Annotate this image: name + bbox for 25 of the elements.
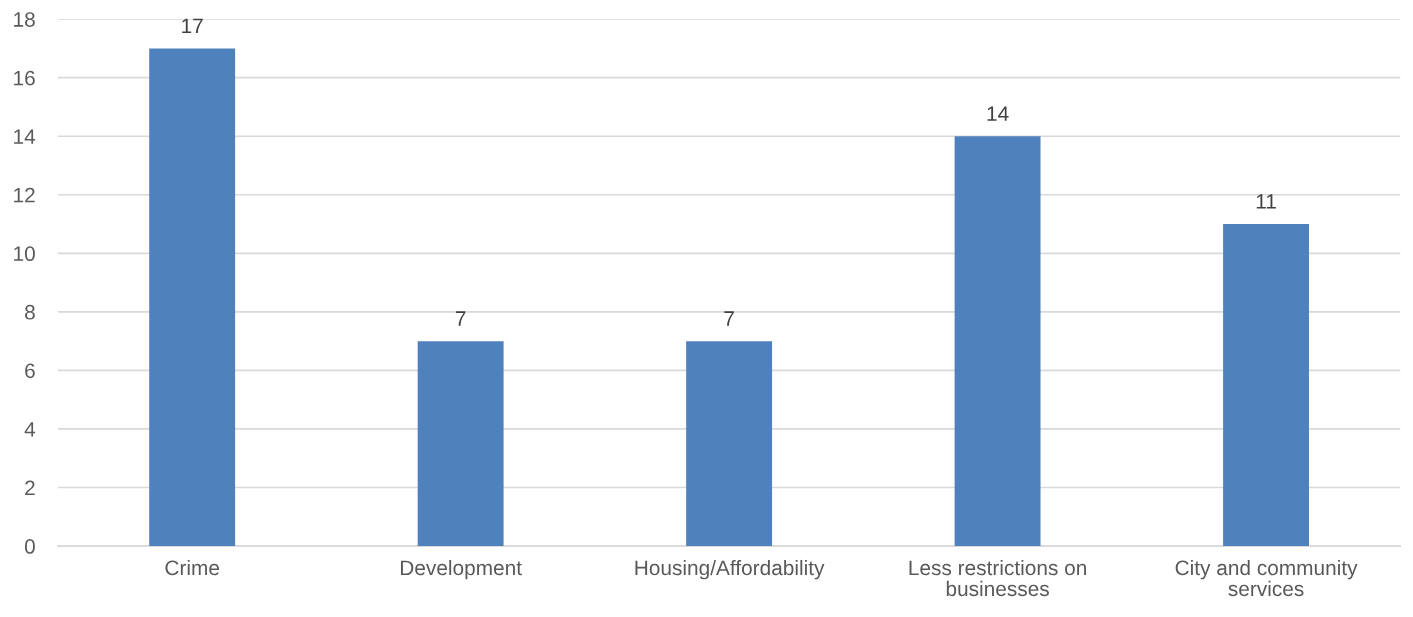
- bar: [686, 341, 773, 547]
- data-label: 7: [724, 311, 734, 326]
- y-tick-label: 8: [25, 304, 35, 320]
- data-label: 14: [987, 106, 1009, 121]
- data-label: 11: [1256, 194, 1276, 209]
- y-tick-label: 12: [14, 187, 35, 203]
- bar: [954, 136, 1041, 547]
- bar: [149, 48, 236, 547]
- y-tick-label: 2: [25, 480, 35, 496]
- x-tick-label: Housing/Affordability: [635, 559, 825, 580]
- y-tick-label: 16: [14, 70, 35, 86]
- y-tick-label: 6: [25, 363, 35, 379]
- x-tick-label: City and community services: [1175, 559, 1358, 597]
- y-tick-label: 14: [14, 129, 36, 144]
- data-label: 7: [455, 311, 466, 326]
- bar: [1223, 224, 1309, 547]
- y-tick-label: 10: [14, 246, 35, 262]
- y-tick-label: 18: [14, 12, 35, 27]
- y-tick-label: 0: [24, 539, 35, 554]
- data-label: 17: [182, 18, 203, 33]
- bar: [417, 341, 504, 547]
- x-tick-label: Less restrictions on businesses: [909, 559, 1086, 597]
- x-tick-label: Crime: [165, 559, 220, 576]
- y-tick-label: 4: [24, 422, 36, 437]
- x-tick-label: Development: [400, 559, 522, 580]
